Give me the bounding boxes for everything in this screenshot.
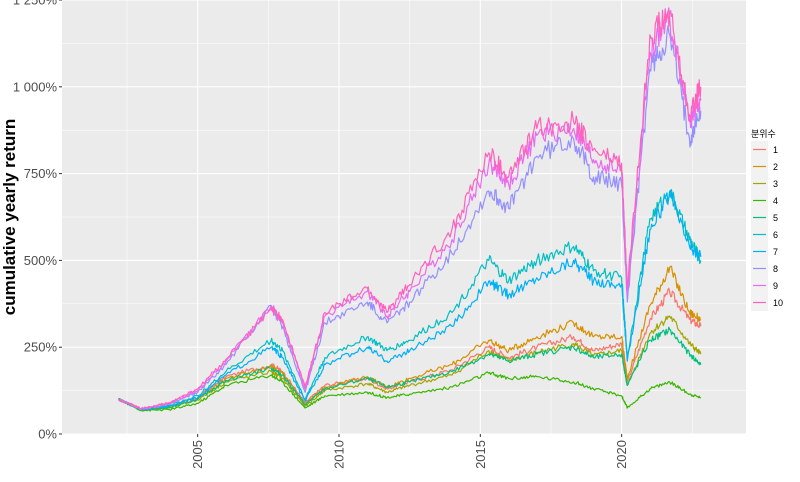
series-line-7 <box>118 189 702 411</box>
legend-label-2: 2 <box>773 162 778 172</box>
legend-label-8: 8 <box>773 264 778 274</box>
y-tick-label: 0% <box>38 427 57 442</box>
legend-title: 분위수 <box>751 129 776 139</box>
legend: 분위수 1 2 3 4 5 6 7 8 9 10 <box>751 129 783 311</box>
y-tick-label: 250% <box>24 340 58 355</box>
x-tick-label: 2015 <box>473 440 488 469</box>
series-line-2 <box>118 265 702 411</box>
legend-label-3: 3 <box>773 179 778 189</box>
x-tick-label: 2020 <box>614 440 629 469</box>
legend-label-4: 4 <box>773 196 778 206</box>
legend-label-9: 9 <box>773 281 778 291</box>
y-tick-label: 1 250% <box>13 0 58 8</box>
legend-label-7: 7 <box>773 247 778 257</box>
x-tick-label: 2010 <box>331 440 346 469</box>
y-tick-label: 750% <box>24 166 58 181</box>
y-tick-label: 500% <box>24 253 58 268</box>
series-line-6 <box>118 189 702 411</box>
legend-label-5: 5 <box>773 213 778 223</box>
series-line-4 <box>118 371 702 412</box>
y-tick-label: 1 000% <box>13 79 58 94</box>
y-axis-ticks: 0% 250% 500% 750% 1 000% 1 250% <box>13 0 62 442</box>
legend-label-1: 1 <box>773 145 778 155</box>
series-line-10 <box>118 8 702 410</box>
series-line-1 <box>118 287 702 411</box>
gridlines <box>62 0 746 435</box>
series-lines <box>118 7 702 412</box>
y-axis-label: cumulative yearly return <box>0 119 19 316</box>
legend-label-10: 10 <box>773 298 783 308</box>
legend-label-6: 6 <box>773 230 778 240</box>
x-tick-label: 2005 <box>190 440 205 469</box>
series-line-5 <box>118 326 702 411</box>
x-axis-ticks: 2005 2010 2015 2020 <box>190 434 629 469</box>
